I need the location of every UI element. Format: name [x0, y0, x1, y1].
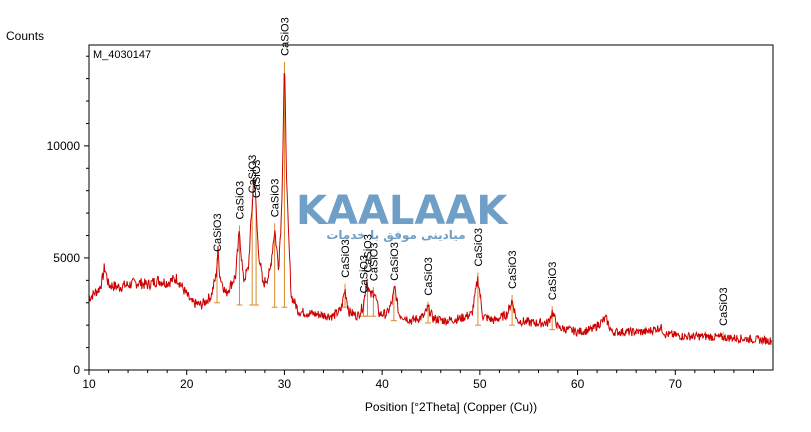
- chart-title: M_4030147: [93, 49, 151, 61]
- peak-label: CaSiO3: [247, 155, 259, 194]
- peak-label: CaSiO3: [251, 160, 263, 199]
- peak-label: CaSiO3: [212, 213, 224, 252]
- x-tick-label: 40: [375, 377, 389, 391]
- x-tick-label: 10: [82, 377, 96, 391]
- peak-label: CaSiO3: [368, 243, 380, 282]
- diffraction-pattern-line: [88, 72, 772, 346]
- peak-label: CaSiO3: [547, 262, 559, 301]
- watermark-logo-text: KAALAAK: [296, 188, 509, 234]
- peak-label: CaSiO3: [718, 287, 730, 326]
- x-tick-label: 30: [278, 377, 292, 391]
- x-tick-label: 60: [571, 377, 585, 391]
- plot-frame: [88, 44, 774, 371]
- peak-label: CaSiO3: [340, 239, 352, 278]
- peak-label: CaSiO3: [423, 257, 435, 296]
- y-tick-label: 0: [73, 363, 80, 377]
- peak-label: CaSiO3: [359, 255, 371, 294]
- y-tick-label: 5000: [53, 251, 80, 265]
- x-axis: 10 20 30 40 50 60 70: [82, 370, 754, 391]
- x-tick-label: 50: [473, 377, 487, 391]
- x-tick-label: 70: [669, 377, 683, 391]
- x-tick-label: 20: [180, 377, 194, 391]
- peak-label: CaSiO3: [234, 181, 246, 220]
- peak-label: CaSiO3: [389, 242, 401, 281]
- peak-label: CaSiO3: [279, 17, 291, 56]
- y-axis: 0 5000 10000: [47, 55, 89, 377]
- peak-label: CaSiO3: [362, 234, 374, 273]
- peak-label: CaSiO3: [507, 250, 519, 289]
- y-axis-label: Counts: [6, 29, 44, 43]
- peak-label: CaSiO3: [473, 228, 485, 267]
- diffraction-pattern: [88, 72, 772, 346]
- watermark: KAALAAK میادینی موفق با خدمات: [296, 188, 509, 243]
- watermark-subtitle: میادینی موفق با خدمات: [326, 228, 465, 243]
- peak-label: CaSiO3: [270, 179, 282, 218]
- x-axis-label: Position [°2Theta] (Copper (Cu)): [365, 400, 537, 414]
- y-tick-label: 10000: [47, 139, 81, 153]
